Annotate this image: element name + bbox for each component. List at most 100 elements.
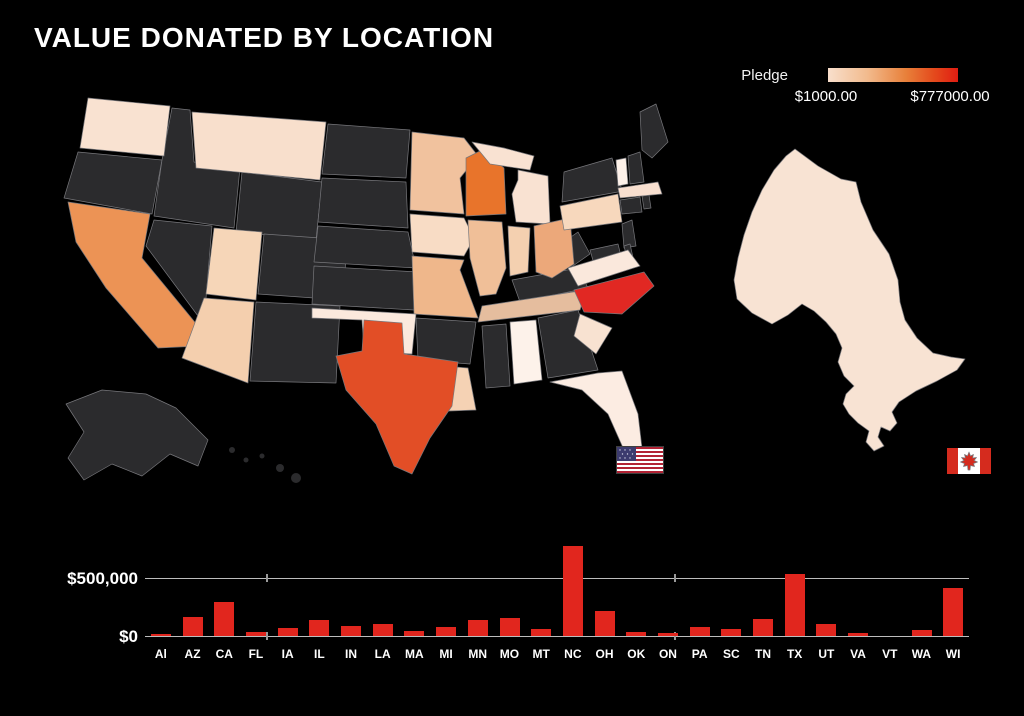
x-axis-label-ON: ON bbox=[658, 647, 677, 661]
axis-tick bbox=[266, 632, 268, 640]
state-VA[interactable] bbox=[567, 249, 641, 287]
state-MI[interactable] bbox=[511, 169, 551, 225]
axis-tick bbox=[674, 632, 676, 640]
state-AK[interactable] bbox=[65, 389, 209, 481]
state-VT[interactable] bbox=[615, 157, 629, 187]
page-title: VALUE DONATED BY LOCATION bbox=[34, 22, 495, 53]
state-AL[interactable] bbox=[509, 319, 543, 385]
gridline-500k bbox=[145, 578, 969, 579]
x-axis-label-SC: SC bbox=[723, 647, 740, 661]
state-NH[interactable] bbox=[627, 151, 645, 185]
state-NE[interactable] bbox=[313, 225, 417, 269]
bar-NC[interactable] bbox=[562, 546, 583, 636]
y-axis-label-500k: $500,000 bbox=[67, 569, 138, 588]
bar-Al[interactable] bbox=[150, 634, 171, 636]
legend-gradient-bar bbox=[828, 68, 958, 82]
x-axis-label-MI: MI bbox=[439, 647, 453, 661]
us-flag-icon bbox=[616, 446, 664, 474]
y-axis-label-0: $0 bbox=[119, 627, 138, 646]
bar-PA[interactable] bbox=[689, 627, 710, 636]
state-PA[interactable] bbox=[559, 193, 623, 231]
bar-WI[interactable] bbox=[943, 588, 964, 636]
x-axis-label-AZ: AZ bbox=[184, 647, 201, 661]
x-axis-label-IN: IN bbox=[345, 647, 358, 661]
state-MO[interactable] bbox=[411, 255, 479, 319]
bar-MT[interactable] bbox=[531, 629, 552, 636]
state-IA[interactable] bbox=[409, 213, 475, 257]
bar-ON[interactable] bbox=[657, 633, 678, 636]
state-MN[interactable] bbox=[409, 131, 479, 215]
x-axis-label-Al: Al bbox=[154, 647, 167, 661]
state-RI[interactable] bbox=[641, 194, 652, 210]
bar-MI[interactable] bbox=[436, 627, 457, 636]
x-axis-label-UT: UT bbox=[818, 647, 835, 661]
x-axis-label-LA: LA bbox=[374, 647, 391, 661]
x-axis-label-NC: NC bbox=[564, 647, 582, 661]
x-axis-label-MO: MO bbox=[499, 647, 520, 661]
x-axis-label-MT: MT bbox=[532, 647, 550, 661]
bar-FL[interactable] bbox=[245, 632, 266, 636]
x-axis-label-IL: IL bbox=[314, 647, 325, 661]
bar-IL[interactable] bbox=[309, 620, 330, 636]
state-MT[interactable] bbox=[191, 111, 327, 181]
legend-title: Pledge bbox=[741, 67, 788, 84]
bar-LA[interactable] bbox=[372, 624, 393, 636]
state-OR[interactable] bbox=[63, 151, 163, 215]
legend-max-value: $777000.00 bbox=[910, 88, 990, 105]
bar-IN[interactable] bbox=[341, 626, 361, 636]
state-IL[interactable] bbox=[467, 219, 507, 297]
state-MI-upper[interactable] bbox=[471, 141, 535, 171]
bar-MN[interactable] bbox=[467, 620, 488, 636]
bar-TN[interactable] bbox=[753, 619, 773, 636]
ontario-choropleth-map bbox=[733, 148, 966, 452]
x-axis-label-FL: FL bbox=[248, 647, 264, 661]
state-NJ[interactable] bbox=[621, 219, 637, 249]
bar-UT[interactable] bbox=[816, 624, 837, 636]
x-axis-label-VT: VT bbox=[882, 647, 898, 661]
state-AZ[interactable] bbox=[181, 297, 255, 384]
state-HI[interactable] bbox=[229, 447, 301, 483]
legend-min-value: $1000.00 bbox=[794, 88, 858, 105]
state-IN[interactable] bbox=[507, 225, 531, 277]
bar-OH[interactable] bbox=[594, 611, 615, 636]
state-WA[interactable] bbox=[79, 97, 171, 157]
state-ND[interactable] bbox=[321, 123, 411, 179]
state-KS[interactable] bbox=[311, 265, 419, 311]
axis-tick bbox=[674, 574, 676, 582]
state-CT[interactable] bbox=[619, 196, 643, 215]
state-NC[interactable] bbox=[573, 271, 655, 315]
bar-MA[interactable] bbox=[404, 631, 425, 636]
x-axis-label-TN: TN bbox=[755, 647, 772, 661]
x-axis-label-IA: IA bbox=[281, 647, 294, 661]
state-SC[interactable] bbox=[573, 313, 613, 355]
bar-TX[interactable] bbox=[784, 574, 805, 636]
state-TX[interactable] bbox=[335, 319, 459, 475]
bar-SC[interactable] bbox=[721, 629, 742, 636]
x-axis-label-MA: MA bbox=[405, 647, 424, 661]
x-axis-label-WA: WA bbox=[911, 647, 932, 661]
x-axis-label-OK: OK bbox=[627, 647, 646, 661]
bar-CA[interactable] bbox=[214, 602, 235, 636]
state-UT[interactable] bbox=[205, 227, 263, 301]
region-ontario[interactable] bbox=[733, 148, 966, 452]
state-FL[interactable] bbox=[549, 370, 643, 451]
bar-AZ[interactable] bbox=[182, 617, 203, 636]
x-axis-label-PA: PA bbox=[691, 647, 708, 661]
state-NM[interactable] bbox=[249, 301, 341, 384]
bar-OK[interactable] bbox=[626, 632, 647, 636]
axis-tick bbox=[266, 574, 268, 582]
state-TN[interactable] bbox=[477, 289, 587, 323]
state-MA[interactable] bbox=[617, 181, 663, 199]
state-WY[interactable] bbox=[235, 171, 323, 241]
bar-MO[interactable] bbox=[499, 618, 520, 636]
bar-IA[interactable] bbox=[277, 628, 298, 636]
state-MS[interactable] bbox=[481, 323, 511, 389]
bar-WA[interactable] bbox=[911, 630, 932, 636]
state-AR[interactable] bbox=[415, 317, 477, 365]
x-axis-label-MN: MN bbox=[468, 647, 488, 661]
x-axis-label-CA: CA bbox=[215, 647, 233, 661]
state-SD[interactable] bbox=[317, 177, 409, 229]
state-ME[interactable] bbox=[639, 103, 669, 159]
bar-VA[interactable] bbox=[848, 633, 869, 636]
